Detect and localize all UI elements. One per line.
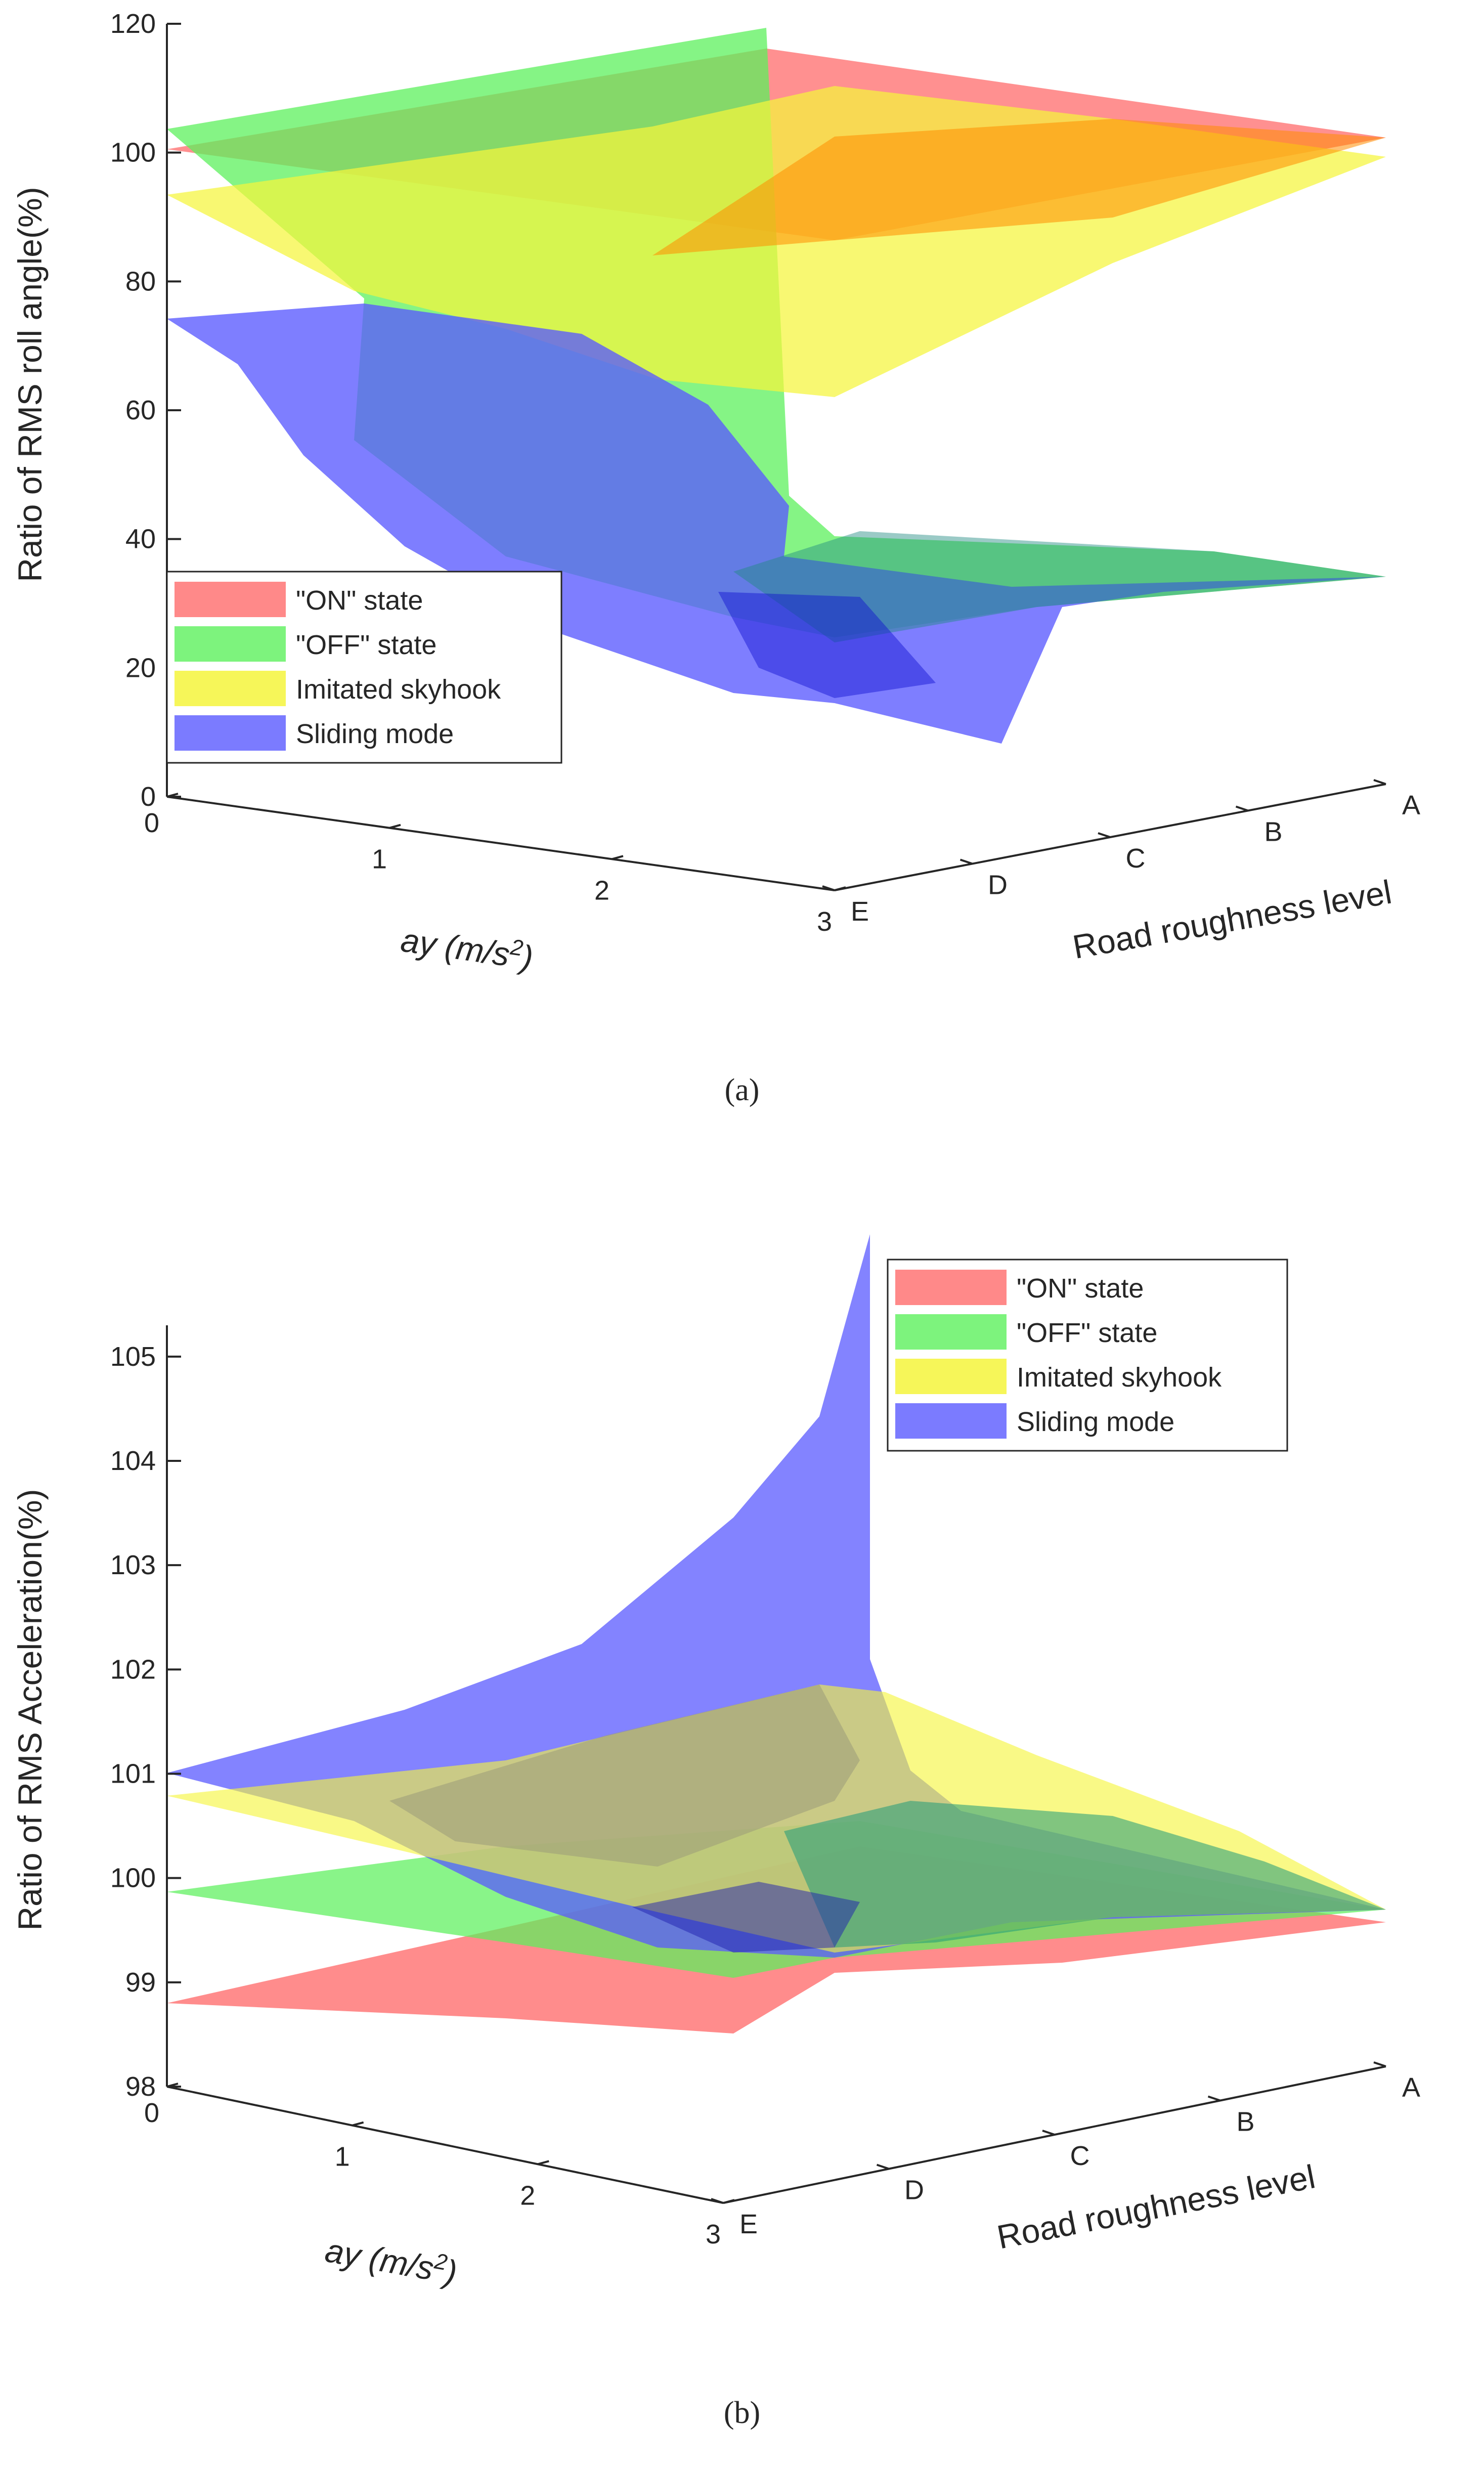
panel-a-surface-overlap-orange xyxy=(652,119,1386,255)
panel-b-z-axis-label: Ratio of RMS Acceleration(%) xyxy=(11,1489,49,1931)
panel-a: 0 20 40 60 80 100 120 0 1 2 3 E D C B A Ratio of RMS … xyxy=(11,9,1420,1107)
panel-b-z-ticks: 98 99 100 101 102 103 104 105 xyxy=(110,1342,181,2102)
panel-b-road-ticks: E D C B A xyxy=(711,2061,1420,2239)
panel-a-legend-swatch-skyhook xyxy=(174,671,286,706)
panel-b-legend-label-on: "ON" state xyxy=(1017,1273,1144,1304)
panel-a-z-tick-label: 40 xyxy=(125,524,156,554)
panel-b-legend: "ON" state "OFF" state Imitated skyhook … xyxy=(887,1259,1288,1452)
panel-a-ay-axis-line xyxy=(166,796,835,891)
panel-a-ay-tick-mark xyxy=(389,824,401,829)
panel-a-legend-label-skyhook: Imitated skyhook xyxy=(296,674,501,705)
panel-a-road-tick-label: D xyxy=(988,870,1008,900)
panel-b-road-tick-mark xyxy=(711,2198,724,2204)
panel-b-legend-swatch-skyhook xyxy=(895,1359,1007,1394)
panel-b-legend-swatch-off xyxy=(895,1314,1007,1350)
panel-a-ay-tick-label: 0 xyxy=(144,808,159,838)
panel-a-ay-tick-label: 1 xyxy=(372,844,387,875)
panel-a-z-ticks: 0 20 40 60 80 100 120 xyxy=(110,9,181,812)
panel-a-road-tick-mark xyxy=(1235,805,1249,812)
panel-a-caption: (a) xyxy=(725,1073,760,1107)
panel-a-ay-tick-mark xyxy=(834,886,846,891)
panel-a-legend-swatch-sliding xyxy=(174,715,286,751)
panel-b-legend-swatch-on xyxy=(895,1270,1007,1305)
panel-a-surfaces xyxy=(167,28,1386,744)
panel-b-surface-overlap-navy xyxy=(632,1882,860,1953)
panel-a-legend-swatch-on xyxy=(174,582,286,617)
panel-b-legend-label-skyhook: Imitated skyhook xyxy=(1017,1362,1222,1393)
panel-b: 98 99 100 101 102 103 104 105 0 1 2 3 E D C B A Ratio … xyxy=(11,1234,1420,2430)
panel-b-z-tick-label: 104 xyxy=(110,1446,156,1476)
panel-a-z-axis-label: Ratio of RMS roll angle(%) xyxy=(11,187,49,582)
panel-b-road-tick-label: B xyxy=(1236,2107,1254,2137)
panel-b-surface-overlap-teal xyxy=(784,1801,1386,1948)
panel-b-ay-ticks: 0 1 2 3 xyxy=(144,2083,735,2249)
panel-b-ay-tick-mark xyxy=(352,2121,364,2127)
panel-a-road-tick-label: E xyxy=(851,896,869,927)
panel-b-z-tick-label: 103 xyxy=(110,1550,156,1580)
panel-a-road-tick-mark xyxy=(1098,832,1111,838)
panel-a-z-tick-label: 20 xyxy=(125,653,156,683)
panel-a-road-tick-label: C xyxy=(1126,843,1146,874)
panel-b-caption: (b) xyxy=(724,2396,760,2430)
panel-b-legend-label-off: "OFF" state xyxy=(1017,1318,1157,1348)
panel-a-z-tick-label: 80 xyxy=(125,266,156,296)
panel-b-ay-tick-mark xyxy=(723,2199,735,2204)
panel-a-surface-overlap-darkblue xyxy=(718,592,936,698)
panel-b-road-tick-mark xyxy=(876,2164,890,2170)
panel-a-surface-sliding xyxy=(167,304,1386,744)
panel-a-legend-label-off: "OFF" state xyxy=(296,630,437,660)
panel-b-road-tick-mark xyxy=(1373,2061,1386,2067)
panel-b-z-tick-label: 102 xyxy=(110,1654,156,1684)
panel-b-surface-overlap-olive xyxy=(389,1684,860,1867)
panel-b-legend-swatch-sliding xyxy=(895,1403,1007,1439)
panel-a-legend: "ON" state "OFF" state Imitated skyhook … xyxy=(166,571,562,764)
panel-a-surface-overlap-teal xyxy=(733,531,1386,642)
panel-b-ay-axis-label: ay (m/s2) xyxy=(323,2230,460,2291)
panel-b-z-tick-label: 99 xyxy=(125,1967,156,1998)
panel-a-ay-ticks: 0 1 2 3 xyxy=(144,793,846,937)
panel-b-road-tick-mark xyxy=(1042,2130,1055,2136)
panel-b-ay-tick-label: 0 xyxy=(144,2098,159,2128)
panel-b-surfaces xyxy=(167,1234,1386,2034)
panel-a-z-tick-label: 120 xyxy=(110,9,156,39)
panel-a-legend-label-sliding: Sliding mode xyxy=(296,719,454,749)
panel-a-legend-swatch-off xyxy=(174,626,286,662)
panel-b-ay-tick-mark xyxy=(166,2083,179,2088)
panel-b-road-tick-label: C xyxy=(1070,2141,1090,2171)
panel-a-road-ticks: E D C B A xyxy=(822,779,1420,927)
panel-b-z-tick-label: 100 xyxy=(110,1863,156,1893)
panel-a-road-axis-label: Road roughness level xyxy=(1070,873,1394,966)
panel-a-ay-tick-label: 3 xyxy=(817,906,832,937)
panel-b-road-tick-label: A xyxy=(1402,2072,1420,2103)
panel-b-road-tick-label: D xyxy=(904,2175,924,2205)
panel-a-road-tick-label: A xyxy=(1402,790,1420,820)
panel-b-road-tick-mark xyxy=(1207,2095,1221,2102)
panel-b-z-tick-label: 101 xyxy=(110,1759,156,1789)
panel-b-ay-axis-line xyxy=(166,2086,724,2204)
panel-a-ay-axis-label: ay (m/s2) xyxy=(399,920,536,977)
panel-b-z-tick-label: 105 xyxy=(110,1342,156,1372)
panel-a-z-tick-label: 60 xyxy=(125,395,156,425)
panel-a-z-tick-label: 0 xyxy=(141,782,156,812)
panel-a-ay-tick-mark xyxy=(166,793,179,798)
panel-b-ay-tick-mark xyxy=(537,2160,549,2166)
panel-b-legend-label-sliding: Sliding mode xyxy=(1017,1407,1174,1437)
panel-a-road-tick-label: B xyxy=(1264,817,1282,847)
panel-b-z-tick-label: 98 xyxy=(125,2071,156,2102)
panel-a-road-tick-mark xyxy=(1373,779,1386,785)
panel-b-road-tick-label: E xyxy=(739,2209,758,2239)
panel-a-ay-tick-label: 2 xyxy=(594,875,609,905)
panel-b-ay-tick-label: 1 xyxy=(335,2142,350,2172)
panel-b-ay-tick-label: 2 xyxy=(520,2180,535,2211)
panel-b-road-axis-label: Road roughness level xyxy=(994,2157,1318,2256)
panel-b-ay-tick-label: 3 xyxy=(706,2219,721,2249)
panel-a-legend-label-on: "ON" state xyxy=(296,585,423,616)
panel-a-z-tick-label: 100 xyxy=(110,138,156,168)
panel-a-ay-tick-mark xyxy=(612,855,624,860)
panel-a-road-tick-mark xyxy=(822,885,835,891)
panel-a-road-tick-mark xyxy=(959,858,973,865)
